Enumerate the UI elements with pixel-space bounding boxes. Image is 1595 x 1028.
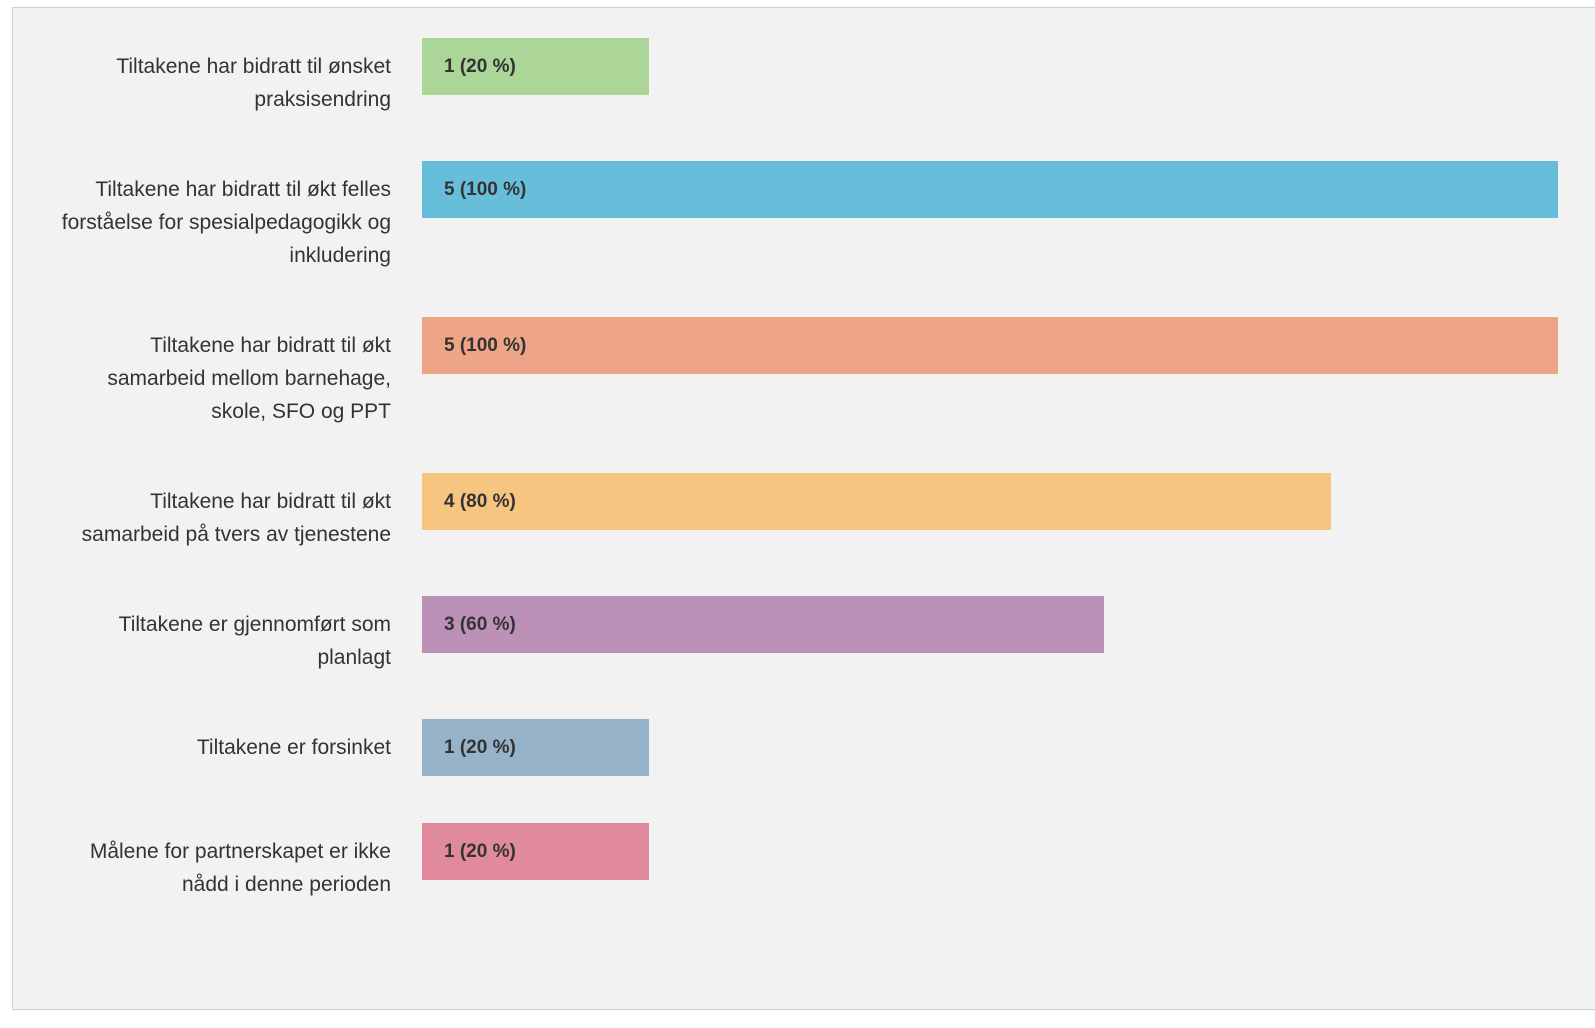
bar-row: Tiltakene har bidratt til økt felles for… (13, 161, 1558, 272)
bar-track: 1 (20 %) (422, 719, 1558, 776)
category-label: Målene for partnerskapet er ikke nådd i … (89, 840, 391, 896)
category-label: Tiltakene er forsinket (196, 736, 391, 759)
bar (422, 161, 1558, 218)
bar (422, 596, 1104, 653)
category-label: Tiltakene har bidratt til økt samarbeid … (107, 334, 391, 423)
bar (422, 719, 650, 776)
bar-row: Målene for partnerskapet er ikke nådd i … (13, 823, 1558, 901)
bar-row: Tiltakene har bidratt til ønsket praksis… (13, 38, 1558, 116)
bar (422, 38, 650, 95)
bar-row: Tiltakene er forsinket 1 (20 %) (13, 719, 1558, 778)
bar (422, 823, 650, 880)
value-label: 4 (80 %) (444, 491, 516, 512)
bar-track: 4 (80 %) (422, 473, 1558, 530)
bar-track: 3 (60 %) (422, 596, 1558, 653)
bar (422, 473, 1331, 530)
category-label: Tiltakene har bidratt til ønsket praksis… (116, 55, 391, 111)
chart-panel: Tiltakene har bidratt til ønsket praksis… (12, 7, 1595, 1010)
rows: Tiltakene har bidratt til ønsket praksis… (13, 38, 1558, 946)
bar-track: 1 (20 %) (422, 38, 1558, 95)
value-label: 3 (60 %) (444, 614, 516, 635)
bar-track: 5 (100 %) (422, 317, 1558, 374)
value-label: 5 (100 %) (444, 335, 527, 356)
category-label: Tiltakene har bidratt til økt samarbeid … (81, 490, 391, 546)
bar-row: Tiltakene har bidratt til økt samarbeid … (13, 473, 1558, 551)
value-label: 5 (100 %) (444, 179, 527, 200)
category-label: Tiltakene er gjennomført som planlagt (118, 613, 391, 669)
value-label: 1 (20 %) (444, 737, 516, 758)
value-label: 1 (20 %) (444, 841, 516, 862)
category-label: Tiltakene har bidratt til økt felles for… (61, 178, 391, 267)
bar-row: Tiltakene er gjennomført som planlagt 3 (… (13, 596, 1558, 674)
bar-track: 1 (20 %) (422, 823, 1558, 880)
bar-track: 5 (100 %) (422, 161, 1558, 218)
value-label: 1 (20 %) (444, 56, 516, 77)
bar (422, 317, 1558, 374)
bar-row: Tiltakene har bidratt til økt samarbeid … (13, 317, 1558, 428)
